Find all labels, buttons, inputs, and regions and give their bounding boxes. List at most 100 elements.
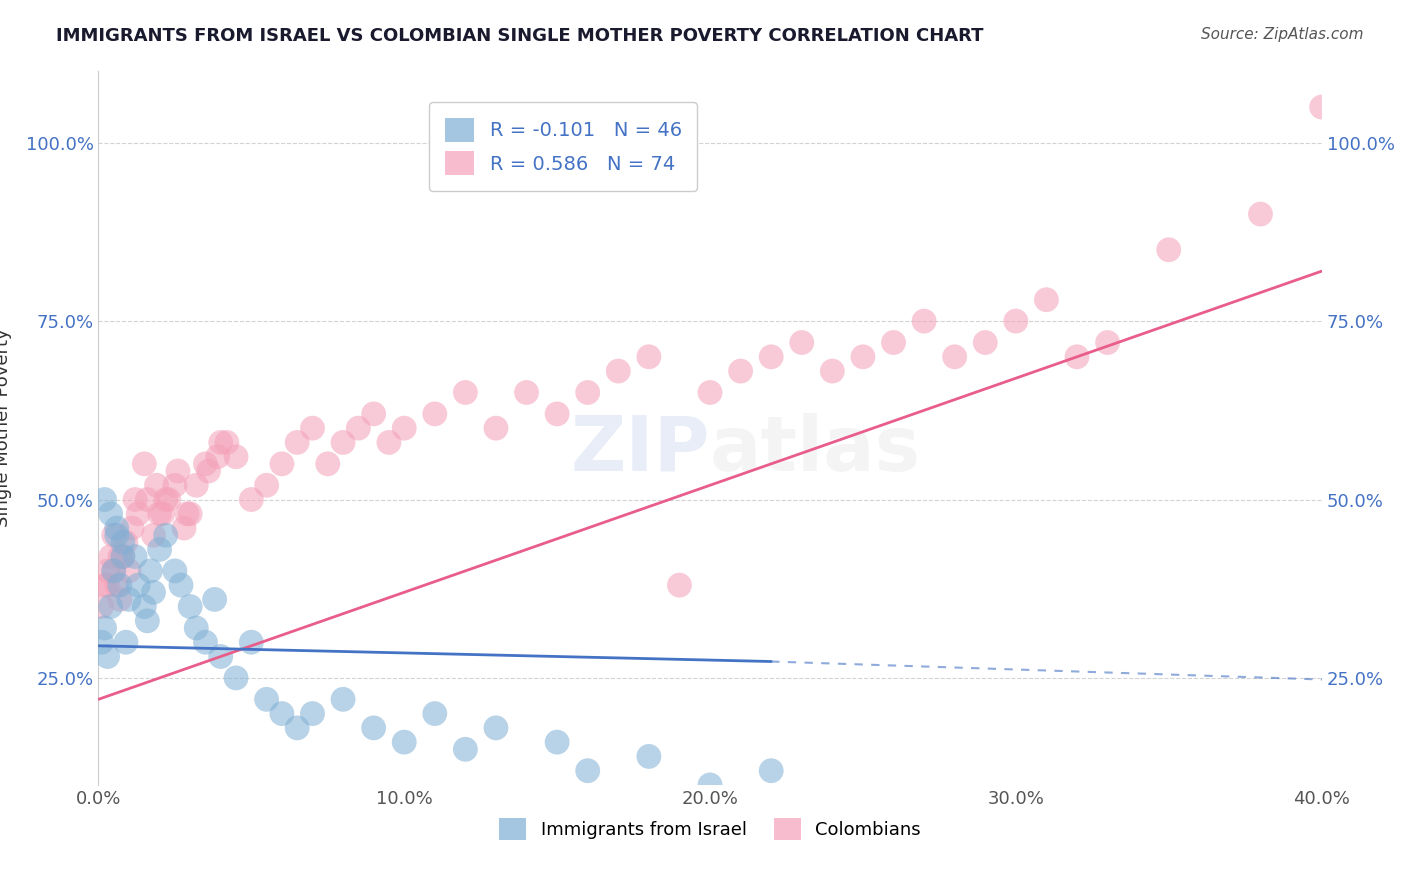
Colombians [1310, 100, 1333, 114]
Immigrants from Israel [111, 549, 134, 564]
Immigrants from Israel [136, 614, 159, 628]
Colombians [1097, 335, 1119, 350]
Colombians [145, 478, 167, 492]
Text: IMMIGRANTS FROM ISRAEL VS COLOMBIAN SINGLE MOTHER POVERTY CORRELATION CHART: IMMIGRANTS FROM ISRAEL VS COLOMBIAN SING… [56, 27, 984, 45]
Colombians [97, 578, 120, 592]
Colombians [821, 364, 844, 378]
Colombians [1004, 314, 1026, 328]
Colombians [124, 492, 146, 507]
Immigrants from Israel [759, 764, 782, 778]
Text: atlas: atlas [710, 413, 921, 486]
Colombians [179, 507, 201, 521]
Colombians [176, 507, 198, 521]
Colombians [392, 421, 416, 435]
Immigrants from Israel [155, 528, 177, 542]
Colombians [883, 335, 905, 350]
Immigrants from Israel [332, 692, 354, 706]
Colombians [215, 435, 238, 450]
Colombians [115, 535, 138, 549]
Immigrants from Israel [637, 749, 661, 764]
Immigrants from Israel [179, 599, 201, 614]
Colombians [1371, 692, 1393, 706]
Colombians [974, 335, 997, 350]
Colombians [100, 549, 122, 564]
Colombians [197, 464, 219, 478]
Immigrants from Israel [546, 735, 568, 749]
Colombians [347, 421, 370, 435]
Immigrants from Israel [115, 635, 138, 649]
Immigrants from Israel [111, 535, 134, 549]
Colombians [546, 407, 568, 421]
Immigrants from Israel [118, 592, 141, 607]
Immigrants from Israel [270, 706, 292, 721]
Colombians [167, 464, 190, 478]
Colombians [256, 478, 278, 492]
Immigrants from Israel [392, 735, 416, 749]
Immigrants from Israel [209, 649, 232, 664]
Colombians [173, 521, 195, 535]
Colombians [378, 435, 401, 450]
Colombians [105, 578, 128, 592]
Colombians [163, 478, 186, 492]
Immigrants from Israel [105, 528, 128, 542]
Immigrants from Israel [204, 592, 226, 607]
Colombians [1249, 207, 1271, 221]
Colombians [454, 385, 477, 400]
Immigrants from Israel [485, 721, 508, 735]
Immigrants from Israel [194, 635, 217, 649]
Immigrants from Israel [170, 578, 193, 592]
Colombians [485, 421, 508, 435]
Immigrants from Israel [127, 578, 149, 592]
Colombians [194, 457, 217, 471]
Immigrants from Israel [363, 721, 385, 735]
Colombians [270, 457, 292, 471]
Colombians [607, 364, 630, 378]
Colombians [516, 385, 538, 400]
Colombians [730, 364, 752, 378]
Immigrants from Israel [108, 578, 131, 592]
Immigrants from Israel [97, 649, 120, 664]
Immigrants from Israel [142, 585, 165, 599]
Colombians [1157, 243, 1180, 257]
Colombians [1066, 350, 1088, 364]
Colombians [149, 507, 172, 521]
Colombians [136, 492, 159, 507]
Text: ZIP: ZIP [571, 413, 710, 486]
Colombians [142, 528, 165, 542]
Colombians [699, 385, 721, 400]
Colombians [852, 350, 875, 364]
Immigrants from Israel [301, 706, 323, 721]
Colombians [423, 407, 446, 421]
Colombians [790, 335, 813, 350]
Immigrants from Israel [699, 778, 721, 792]
Colombians [316, 457, 339, 471]
Immigrants from Israel [454, 742, 477, 756]
Immigrants from Israel [256, 692, 278, 706]
Colombians [759, 350, 782, 364]
Colombians [108, 549, 131, 564]
Colombians [943, 350, 966, 364]
Immigrants from Israel [576, 764, 599, 778]
Colombians [103, 564, 125, 578]
Colombians [209, 435, 232, 450]
Colombians [90, 599, 112, 614]
Immigrants from Israel [285, 721, 308, 735]
Colombians [912, 314, 935, 328]
Immigrants from Israel [90, 635, 112, 649]
Colombians [186, 478, 208, 492]
Colombians [127, 507, 149, 521]
Colombians [157, 492, 180, 507]
Colombians [108, 592, 131, 607]
Immigrants from Israel [100, 507, 122, 521]
Colombians [111, 549, 134, 564]
Colombians [1035, 293, 1057, 307]
Colombians [97, 564, 120, 578]
Immigrants from Israel [103, 564, 125, 578]
Immigrants from Israel [100, 599, 122, 614]
Immigrants from Israel [93, 621, 115, 635]
Immigrants from Israel [163, 564, 186, 578]
Colombians [134, 457, 156, 471]
Immigrants from Israel [93, 492, 115, 507]
Colombians [155, 492, 177, 507]
Colombians [152, 507, 174, 521]
